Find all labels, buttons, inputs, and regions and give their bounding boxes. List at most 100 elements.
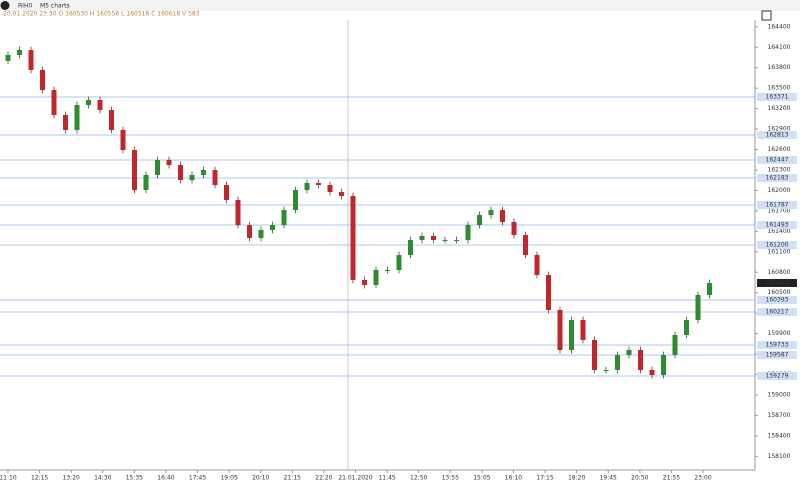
x-tick-label: 19:45 [600, 475, 617, 482]
y-tick-label: 158400 [768, 432, 791, 439]
y-tick-label: 162600 [768, 146, 791, 153]
tab-name[interactable]: M5 charts [40, 3, 70, 10]
candle-body [465, 225, 471, 241]
candle-body [212, 170, 218, 185]
x-tick-label: 11:45 [378, 475, 395, 482]
candle-body [707, 282, 712, 295]
candle-body [97, 99, 103, 110]
candle-body [626, 350, 632, 355]
y-tick-label: 162900 [768, 126, 791, 133]
candle-body [546, 275, 551, 310]
last-price-label: 160643 [766, 279, 789, 286]
level-label: 159587 [766, 351, 789, 358]
candle-body [28, 50, 34, 70]
y-tick-label: 158700 [768, 412, 791, 419]
candle-body [569, 320, 574, 350]
y-tick-label: 162300 [768, 167, 791, 174]
x-tick-label: 20:10 [252, 475, 269, 482]
level-tag [757, 173, 797, 182]
y-tick-label: 163800 [768, 64, 791, 71]
level-tag [757, 308, 797, 317]
candle-body [281, 210, 287, 226]
candle-body [74, 105, 80, 130]
candle-body [51, 90, 57, 115]
candle-body [143, 174, 149, 190]
candle-body [120, 129, 126, 151]
candle-body [350, 195, 356, 280]
level-label: 162447 [766, 156, 789, 163]
candle-body [293, 189, 298, 211]
candle-body [304, 183, 310, 190]
candle-body [615, 354, 620, 370]
candle-body [189, 174, 195, 181]
x-tick-label: 13:20 [63, 475, 80, 482]
candle-body [592, 339, 597, 370]
candle-body [695, 294, 701, 320]
y-tick-label: 159900 [768, 330, 791, 337]
candle-body [580, 320, 586, 340]
candle-body [649, 369, 655, 376]
candle-body [477, 215, 482, 226]
level-tag [757, 371, 797, 380]
x-tick-label: 18:20 [568, 475, 585, 482]
x-tick-label: 22:20 [315, 475, 332, 482]
y-tick-label: 159000 [768, 392, 791, 399]
x-tick-label: 12:50 [410, 475, 427, 482]
x-tick-label: 20:50 [631, 475, 648, 482]
x-tick-label: 23:00 [694, 475, 711, 482]
level-label: 160393 [766, 297, 789, 304]
candle-body [638, 350, 643, 370]
y-tick-label: 161700 [768, 207, 791, 214]
level-label: 159279 [766, 372, 789, 379]
candle-body [603, 369, 609, 371]
x-tick-label: 15:05 [473, 475, 490, 482]
candle-body [511, 222, 517, 235]
candle-body [339, 192, 344, 196]
candle-body [684, 320, 689, 335]
y-tick-label: 164100 [768, 44, 791, 51]
level-tag [757, 200, 797, 209]
logo[interactable] [0, 1, 10, 10]
level-label: 162813 [766, 132, 789, 139]
candle-body [132, 150, 137, 190]
candle-body [523, 234, 528, 256]
level-label: 161787 [766, 201, 789, 208]
candle-body [500, 210, 505, 223]
level-tag [757, 341, 797, 350]
candle-body [40, 69, 45, 91]
x-tick-label: 21.01.2020 [338, 475, 373, 482]
candle-body [258, 230, 264, 238]
panel-toggle[interactable] [761, 10, 772, 21]
x-tick-label: 12:15 [31, 475, 48, 482]
candle-body [155, 159, 160, 175]
candle-body [454, 240, 459, 242]
y-tick-label: 161100 [768, 248, 791, 255]
candle-body [109, 110, 114, 130]
toolbar [0, 0, 800, 11]
x-tick-label: 17:15 [536, 475, 553, 482]
ohlc-info: 20.01.2020 23:30 O 160530 H 160556 L 160… [3, 11, 200, 18]
y-tick-label: 163200 [768, 105, 791, 112]
candle-body [5, 54, 11, 61]
last-price-tag [757, 278, 797, 287]
x-tick-label: 17:45 [189, 475, 206, 482]
candle-body [166, 159, 172, 166]
candle-body [316, 183, 321, 185]
y-tick-label: 164400 [768, 23, 791, 30]
candle-body [408, 240, 413, 256]
y-tick-label: 163500 [768, 85, 791, 92]
symbol[interactable]: RIH0 [18, 3, 32, 10]
candle-body [373, 270, 379, 286]
x-tick-label: 16:10 [505, 475, 522, 482]
y-tick-label: 158100 [768, 453, 791, 460]
y-tick-label: 160500 [768, 289, 791, 296]
candle-body [385, 270, 390, 272]
candle-body [396, 255, 402, 271]
level-tag [757, 131, 797, 140]
level-label: 163371 [766, 93, 789, 100]
level-tag [757, 241, 797, 249]
x-tick-label: 11:10 [0, 475, 17, 482]
candle-body [86, 99, 91, 106]
level-label: 160217 [766, 309, 789, 316]
